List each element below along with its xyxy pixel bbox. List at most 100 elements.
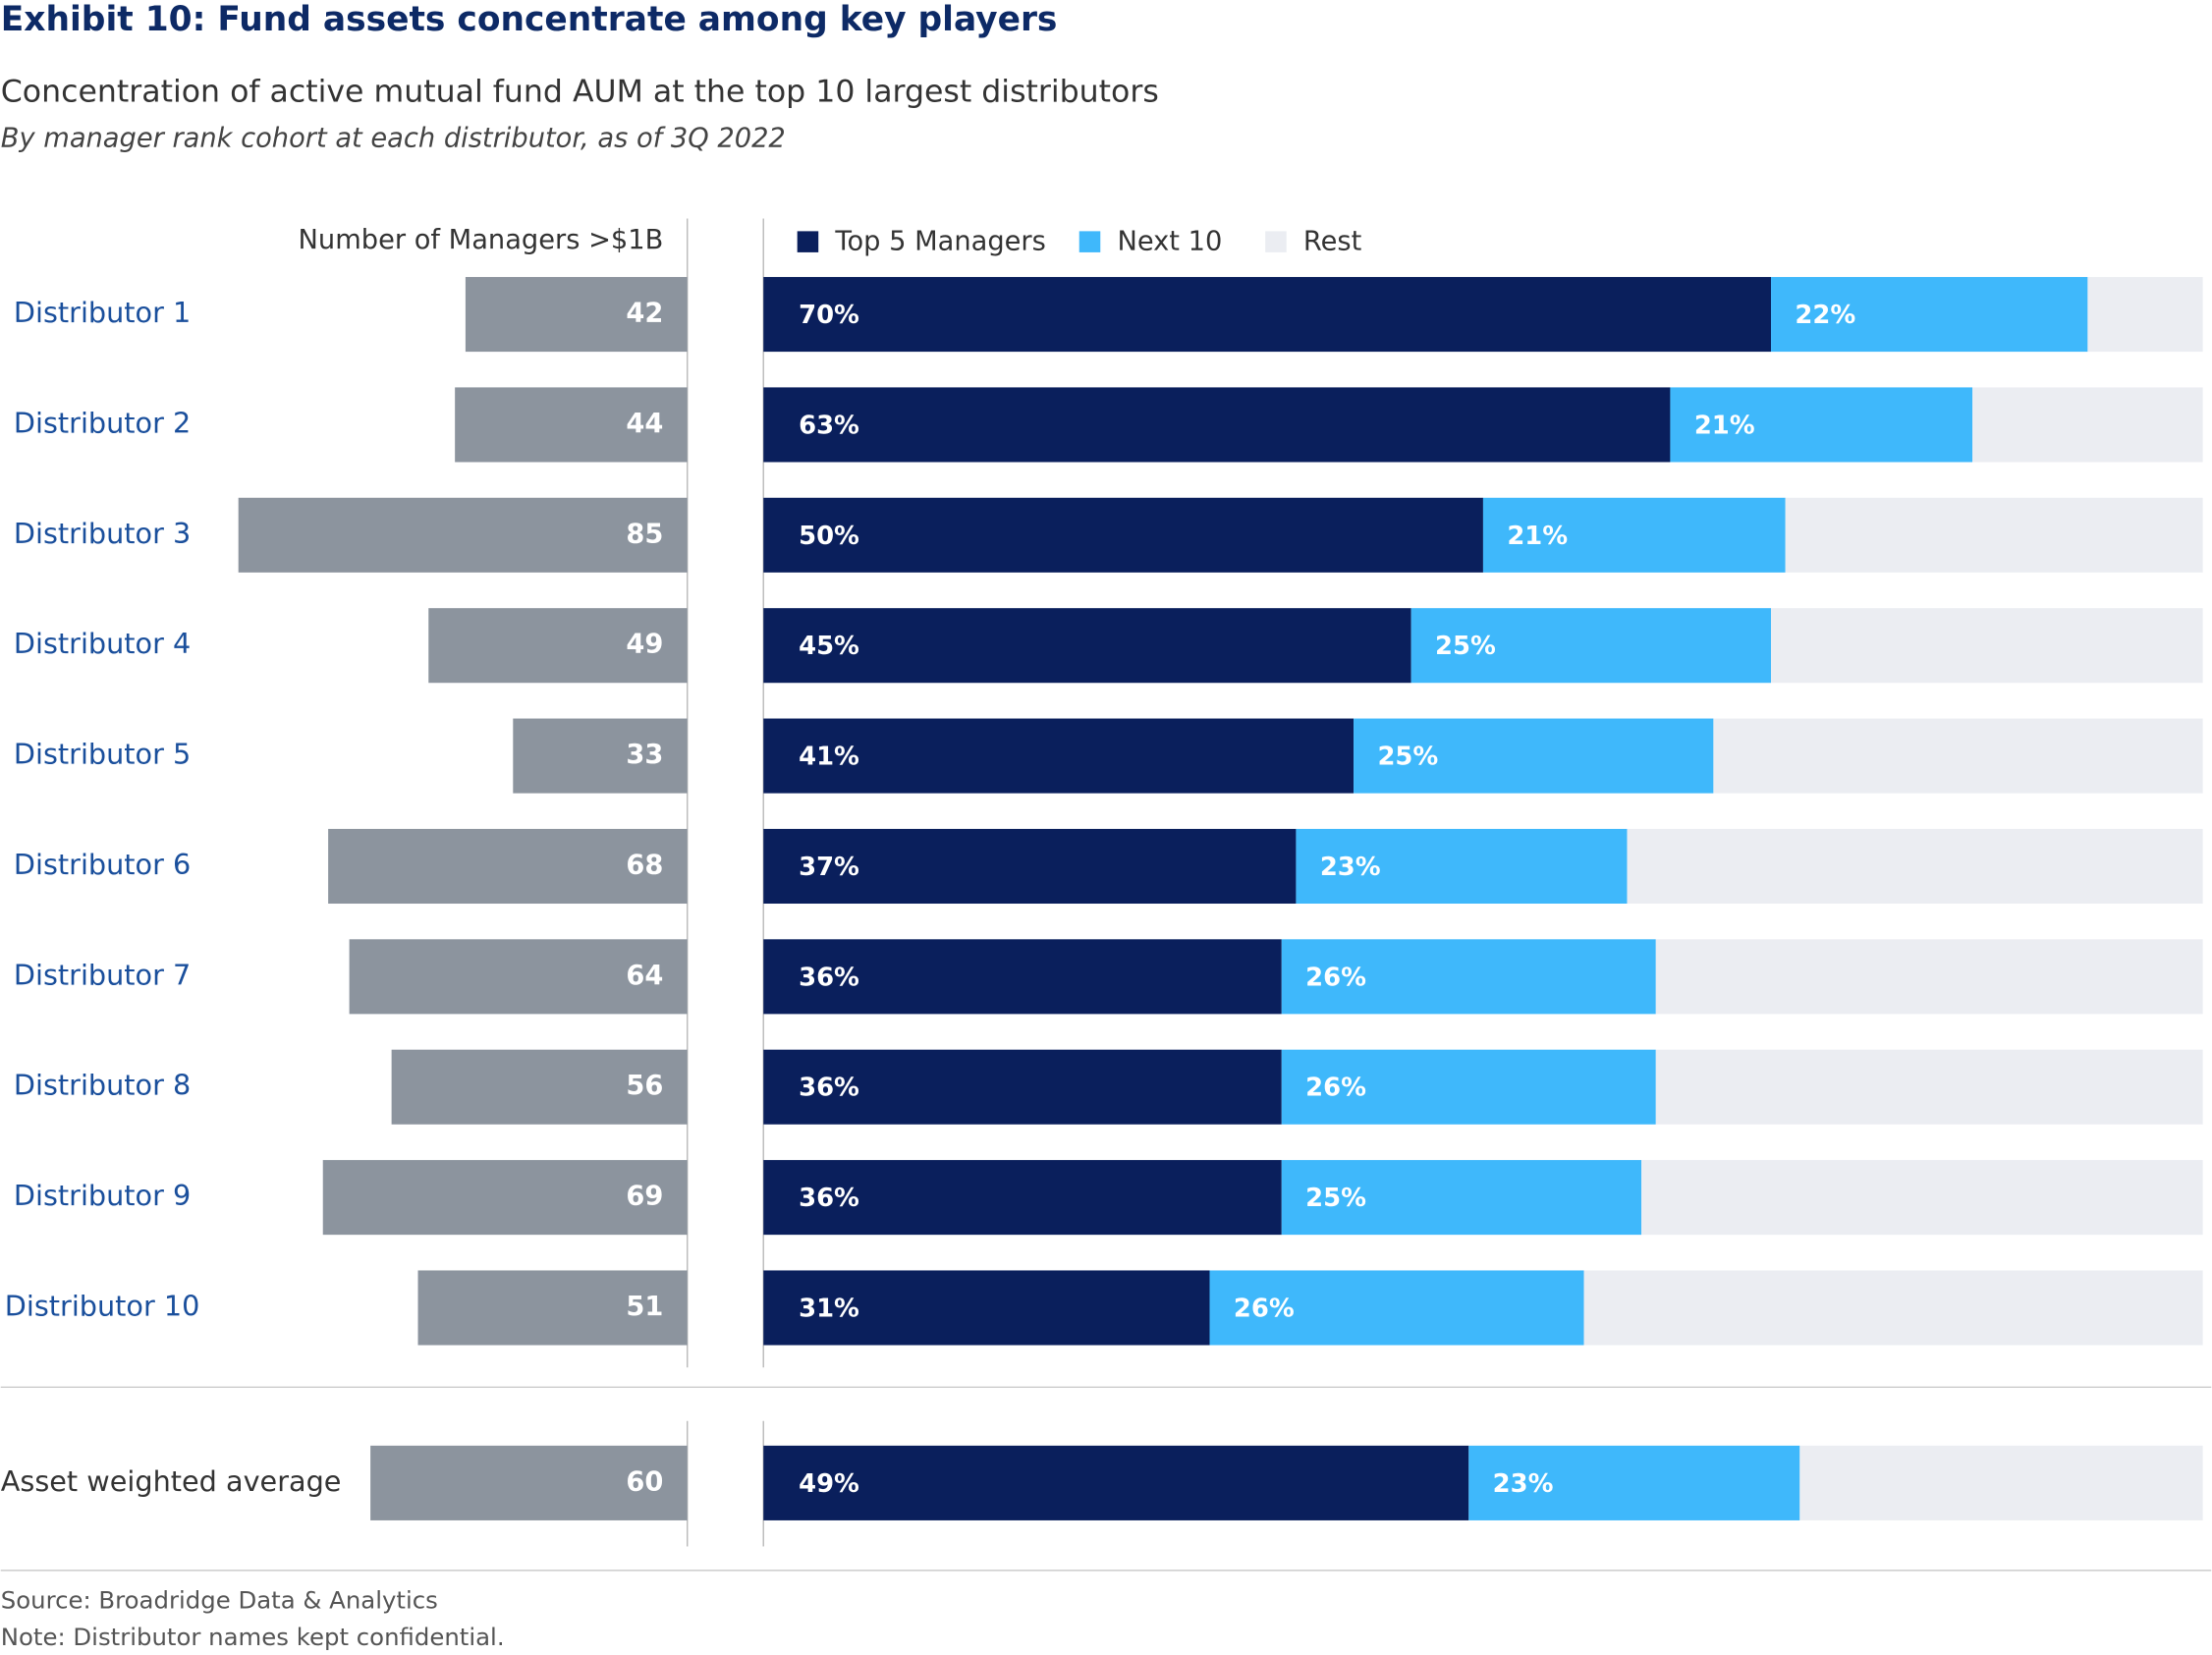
bar — [238, 497, 688, 573]
value-label: 37% — [799, 853, 859, 882]
bar-segment — [1713, 718, 2203, 794]
bar-segment — [1655, 939, 2203, 1015]
value-label: 25% — [1305, 1184, 1366, 1213]
value-label: 68 — [626, 850, 663, 880]
bar — [370, 1445, 688, 1520]
bar — [349, 939, 688, 1015]
bar-segment — [763, 608, 1411, 684]
category-label: Distributor 4 — [14, 627, 191, 660]
value-label: 33 — [626, 740, 663, 770]
value-label: 36% — [799, 963, 859, 992]
bar-segment — [763, 1270, 1210, 1346]
value-label: 44 — [626, 409, 663, 439]
bar-segment — [1281, 1049, 1656, 1125]
bar-segment — [1209, 1270, 1584, 1346]
bar-segment — [763, 387, 1671, 463]
bar-segment — [1670, 387, 1973, 463]
value-label: 56 — [626, 1071, 663, 1101]
bar-segment — [1771, 608, 2203, 684]
category-label: Distributor 10 — [5, 1289, 200, 1322]
category-label: Distributor 3 — [14, 517, 191, 550]
bar-segment — [763, 718, 1355, 794]
value-label: 23% — [1320, 853, 1381, 882]
legend-swatch — [1078, 231, 1101, 252]
bar-segment — [763, 939, 1282, 1015]
bar-segment — [1799, 1445, 2203, 1520]
value-label: 21% — [1507, 522, 1568, 551]
value-label: 42 — [626, 299, 663, 329]
bar-segment — [1771, 277, 2088, 353]
bar-segment — [1468, 1445, 1800, 1520]
bar — [322, 1160, 688, 1236]
value-label: 60 — [626, 1466, 663, 1497]
value-label: 25% — [1377, 743, 1438, 772]
category-label: Distributor 2 — [14, 406, 191, 439]
title: Exhibit 10: Fund assets concentrate amon… — [1, 0, 1058, 39]
value-label: 70% — [799, 301, 859, 330]
bar-segment — [1281, 939, 1656, 1015]
value-label: 49% — [799, 1469, 859, 1499]
legend-swatch — [1265, 231, 1287, 252]
legend-label: Next 10 — [1117, 226, 1222, 256]
bar-segment — [1410, 608, 1772, 684]
value-label: 85 — [626, 519, 663, 549]
bar-segment — [1482, 497, 1786, 573]
value-label: 26% — [1305, 1074, 1366, 1103]
value-label: 26% — [1305, 963, 1366, 992]
value-label: 50% — [799, 522, 859, 551]
value-label: 36% — [799, 1074, 859, 1103]
axis-label: Number of Managers >$1B — [299, 225, 664, 255]
category-label: Asset weighted average — [1, 1464, 342, 1498]
value-label: 31% — [799, 1294, 859, 1323]
value-label: 49 — [626, 630, 663, 660]
value-label: 36% — [799, 1184, 859, 1213]
bar — [417, 1270, 688, 1346]
bar — [465, 277, 688, 353]
bar-segment — [763, 497, 1483, 573]
bar-segment — [763, 1445, 1469, 1520]
source: Source: Broadridge Data & Analytics — [1, 1585, 438, 1614]
bar-segment — [1972, 387, 2203, 463]
bar-segment — [763, 828, 1297, 905]
legend-swatch — [797, 231, 819, 252]
category-label: Distributor 9 — [14, 1179, 191, 1212]
value-label: 63% — [799, 411, 859, 440]
value-label: 64 — [626, 961, 663, 991]
bar-segment — [1354, 718, 1714, 794]
subtitle: Concentration of active mutual fund AUM … — [1, 75, 1159, 110]
bar-segment — [1627, 828, 2203, 905]
category-label: Distributor 5 — [14, 738, 191, 771]
category-label: Distributor 6 — [14, 848, 191, 881]
bar — [391, 1049, 688, 1125]
bar — [428, 608, 688, 684]
bar — [328, 828, 688, 905]
legend-label: Top 5 Managers — [834, 226, 1045, 256]
value-label: 25% — [1435, 632, 1496, 661]
value-label: 51 — [626, 1292, 663, 1322]
value-label: 23% — [1493, 1469, 1554, 1499]
bar-segment — [763, 277, 1772, 353]
bar-segment — [763, 1160, 1282, 1236]
bar-segment — [1785, 497, 2203, 573]
value-label: 22% — [1795, 301, 1855, 330]
category-label: Distributor 7 — [14, 958, 191, 991]
legend-label: Rest — [1303, 226, 1362, 256]
value-label: 21% — [1694, 411, 1755, 440]
bar-segment — [1583, 1270, 2203, 1346]
bar-segment — [2087, 277, 2203, 353]
bar-segment — [1296, 828, 1628, 905]
note: By manager rank cohort at each distribut… — [1, 124, 786, 154]
category-label: Distributor 1 — [14, 296, 191, 329]
value-label: 41% — [799, 743, 859, 772]
bar-segment — [763, 1049, 1282, 1125]
bar-segment — [1655, 1049, 2203, 1125]
value-label: 26% — [1234, 1294, 1295, 1323]
category-label: Distributor 8 — [14, 1069, 191, 1102]
bar — [455, 387, 688, 463]
bar-segment — [1641, 1160, 2203, 1236]
footnote: Note: Distributor names kept confidentia… — [1, 1623, 505, 1651]
bar — [513, 718, 688, 794]
value-label: 45% — [799, 632, 859, 661]
